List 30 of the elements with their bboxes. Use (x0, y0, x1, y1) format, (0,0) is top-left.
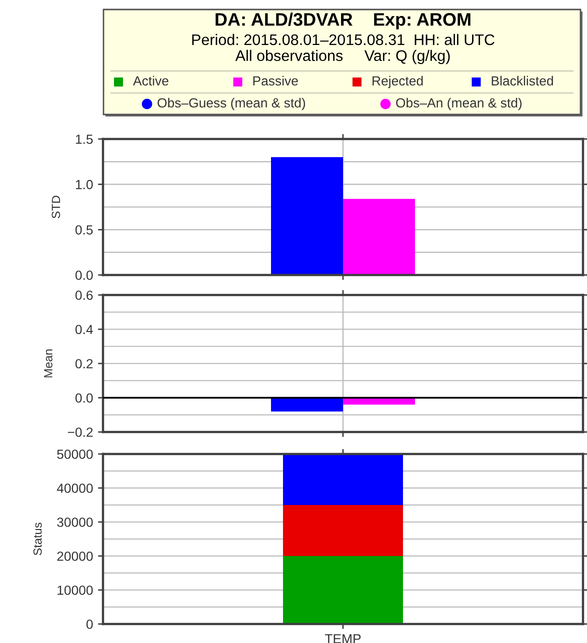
y-tick-label: 30000 (57, 518, 93, 527)
legend-label: Obs–Guess (mean & std) (158, 98, 306, 110)
y-tick-label: 50000 (57, 450, 93, 459)
y-axis-title: Status (33, 522, 42, 556)
y-tick-label: 1.5 (76, 134, 93, 144)
y-axis-title: STD (52, 196, 60, 218)
y-tick-label: 0.4 (75, 324, 93, 334)
y-tick-label: 40000 (56, 484, 93, 493)
legend-label: Blacklisted (492, 76, 553, 86)
y-tick-label: 0.0 (75, 270, 93, 280)
chart-subtitle: Period: 2015.08.01–2015.08.31 HH: all UTC All observations Var: Q (g/kg) (192, 34, 494, 64)
chart-title: DA: ALD/3DVAR Exp: AROM (216, 12, 470, 30)
y-tick-label: 10000 (58, 586, 93, 595)
y-tick-label: 0.0 (75, 393, 93, 403)
y-tick-label: 20000 (57, 552, 93, 561)
legend-label: Passive (253, 76, 298, 86)
y-tick-label: 0.2 (75, 359, 93, 368)
y-tick-label: 0.6 (75, 290, 93, 300)
bar (283, 556, 403, 624)
y-tick-label: −0.2 (68, 428, 93, 437)
y-axis-title: Mean (44, 350, 52, 378)
x-tick-label: TEMP (324, 634, 361, 643)
bar (283, 505, 403, 556)
legend-label: Obs–An (mean & std) (396, 98, 522, 110)
y-tick-label: 1.0 (76, 180, 93, 190)
y-tick-label: 0.5 (75, 225, 93, 235)
legend-label: Active (133, 76, 168, 86)
y-tick-label: 0 (86, 620, 93, 629)
legend-label: Rejected (372, 76, 423, 88)
bar (283, 454, 403, 505)
